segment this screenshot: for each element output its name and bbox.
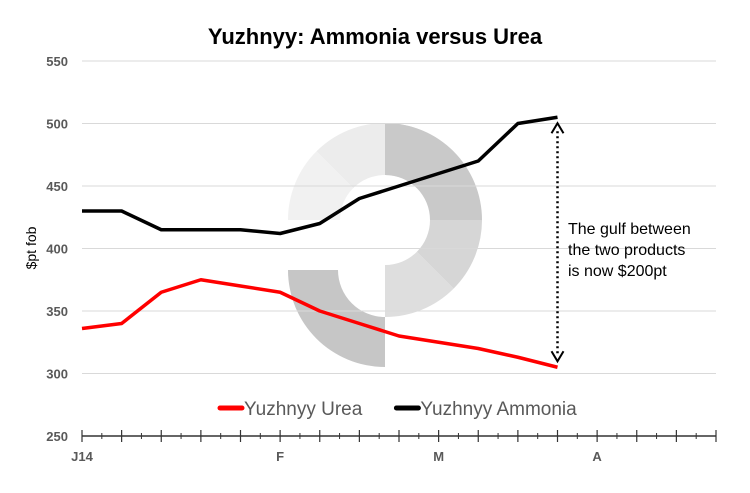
chart-title: Yuzhnyy: Ammonia versus Urea — [208, 24, 543, 49]
x-tick-label: F — [276, 449, 284, 464]
logo-segment — [385, 251, 454, 317]
series-lines — [81, 115, 558, 369]
y-axis-label: $pt fob — [23, 226, 39, 269]
y-axis: 250 300 350 400 450 500 550 — [46, 54, 68, 444]
logo-segment — [288, 270, 385, 367]
watermark-logo — [288, 123, 482, 367]
logo-segment — [316, 123, 385, 189]
y-tick-label: 250 — [46, 429, 68, 444]
legend-label: Yuzhnyy Ammonia — [420, 399, 577, 420]
annotation-text: the two products — [568, 242, 685, 259]
y-tick-label: 350 — [46, 304, 68, 319]
arrowhead-down-icon — [550, 350, 565, 364]
annotation-text: The gulf between — [568, 221, 691, 238]
y-tick-label: 500 — [46, 117, 68, 132]
y-tick-label: 300 — [46, 367, 68, 382]
logo-segment — [385, 123, 482, 220]
logo-segment — [416, 220, 482, 289]
y-tick-label: 400 — [46, 242, 68, 257]
x-tick-label: M — [433, 449, 444, 464]
y-tick-label: 550 — [46, 54, 68, 69]
y-tick-label: 450 — [46, 179, 68, 194]
gridlines — [82, 60, 716, 374]
series-line-yuzhnyy-urea — [81, 278, 558, 369]
legend-label: Yuzhnyy Urea — [244, 399, 363, 420]
annotation-text: is now $200pt — [568, 263, 667, 280]
annotation: The gulf between the two products is now $… — [550, 121, 691, 364]
x-tick-label: A — [592, 449, 602, 464]
x-tick-label: J14 — [71, 449, 93, 464]
arrowhead-up-icon — [550, 121, 565, 134]
series-line-yuzhnyy-ammonia — [82, 115, 558, 236]
legend: Yuzhnyy Urea Yuzhnyy Ammonia — [217, 399, 577, 420]
x-axis: J14 F M A — [71, 430, 717, 464]
